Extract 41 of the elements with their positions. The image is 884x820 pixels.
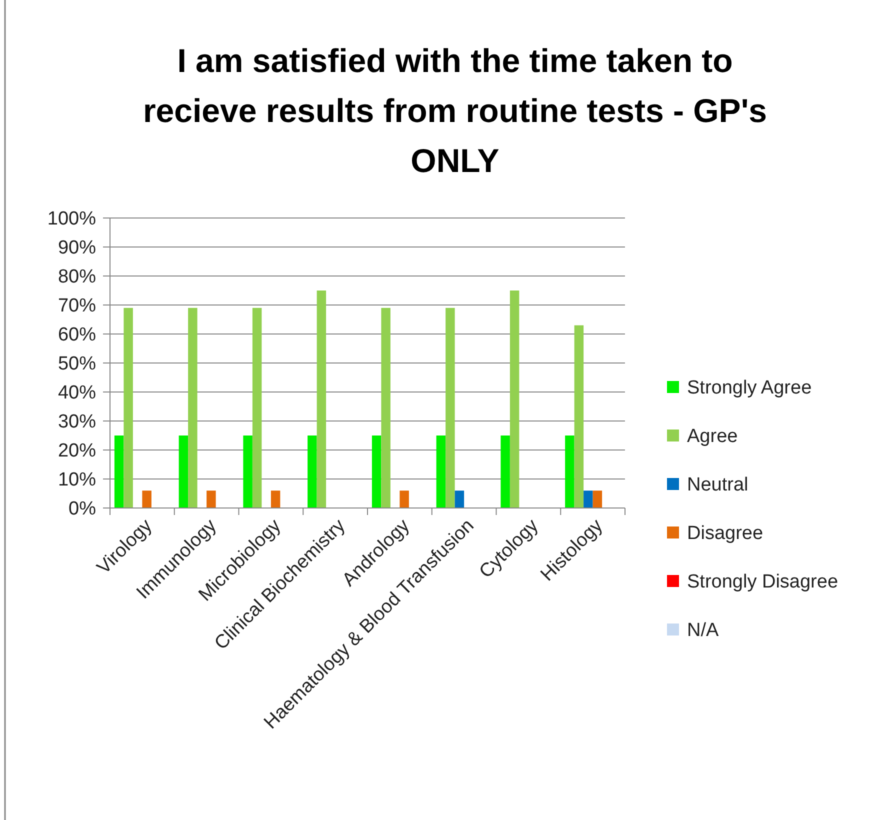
legend-label: Disagree (687, 523, 764, 544)
y-tick-label: 20% (58, 440, 96, 462)
bar (114, 436, 124, 508)
bar (308, 436, 317, 508)
bar (188, 308, 198, 508)
y-tick-label: 40% (58, 382, 96, 404)
bar (446, 308, 455, 508)
bar (270, 490, 280, 508)
bar (565, 436, 574, 508)
legend-label: N/A (687, 620, 719, 642)
bar (142, 490, 152, 508)
bar (178, 436, 188, 508)
bar (436, 436, 446, 508)
y-tick-label: 100% (47, 208, 96, 230)
y-tick-label: 70% (58, 296, 96, 317)
y-tick-label: 90% (58, 238, 96, 259)
bar (592, 490, 602, 508)
bar (454, 490, 464, 508)
bar (584, 490, 593, 508)
legend-label: Neutral (687, 474, 748, 496)
y-tick-label: 50% (58, 354, 96, 375)
bar (400, 490, 409, 508)
bar (510, 290, 520, 508)
y-tick-label: 80% (58, 266, 96, 288)
bar (124, 308, 133, 508)
bar (316, 290, 326, 508)
bar (574, 325, 584, 508)
chart-title: I am satisfied with the time taken to recieve results from routine tests - GP's ONLY (142, 42, 768, 179)
y-tick-label: 60% (58, 324, 96, 346)
legend-label: Agree (687, 426, 738, 448)
legend-label: Strongly Agree (687, 378, 812, 399)
bar (500, 436, 510, 508)
bar (206, 490, 216, 508)
bar (381, 308, 390, 508)
bar (372, 436, 382, 508)
y-tick-label: 30% (58, 412, 96, 433)
bar (252, 308, 262, 508)
y-tick-label: 0% (68, 498, 96, 520)
bar (243, 436, 252, 508)
y-tick-label: 10% (58, 470, 96, 491)
legend-label: Strongly Disagree (687, 572, 838, 593)
